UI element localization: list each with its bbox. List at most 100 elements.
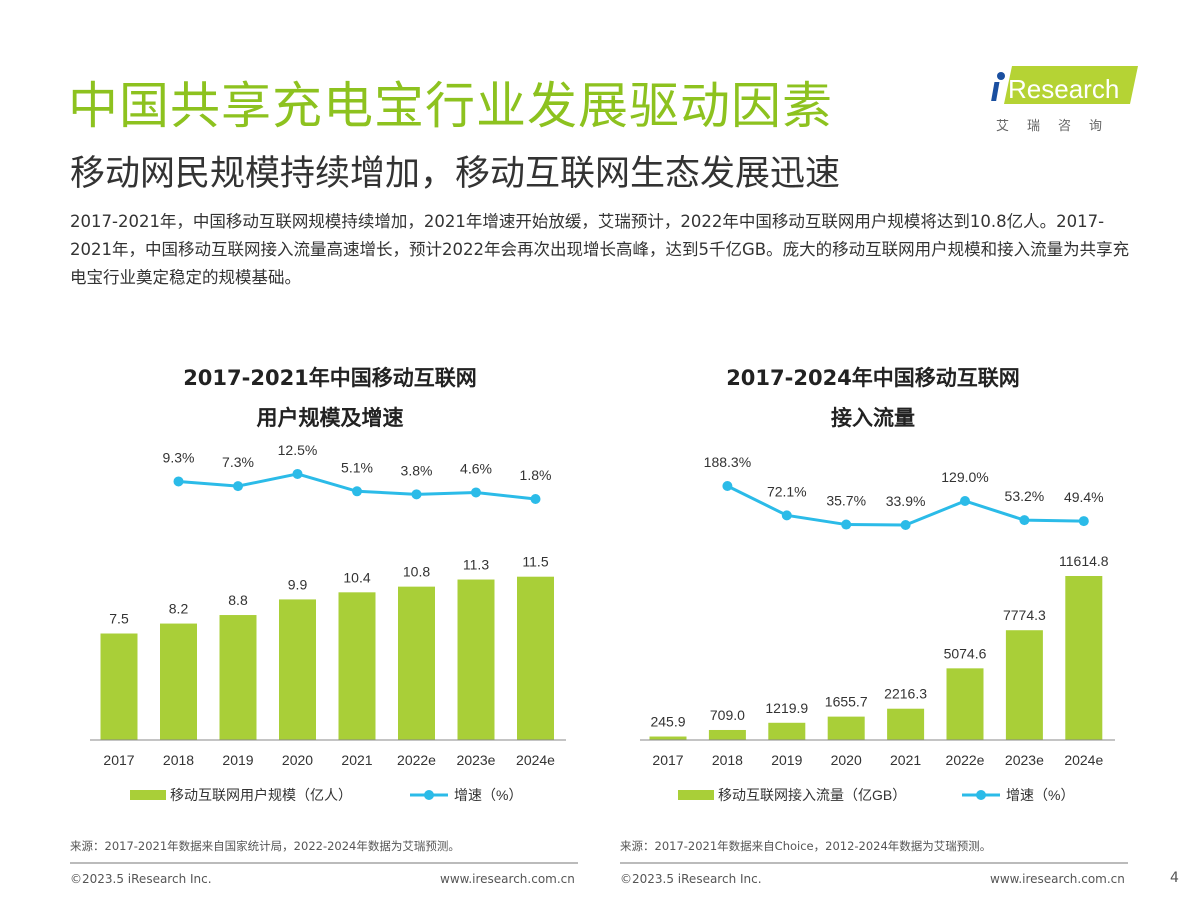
growth-point (841, 519, 852, 530)
x-tick-label: 2023e (457, 752, 496, 768)
x-tick-label: 2019 (771, 752, 802, 768)
bar-2019 (219, 615, 257, 740)
bar-2020 (279, 599, 316, 740)
chart1-source: 来源：2017-2021年数据来自国家统计局，2022-2024年数据为艾瑞预测… (70, 839, 460, 853)
growth-point (722, 480, 733, 491)
copyright: ©2023.5 iResearch Inc. (620, 872, 762, 886)
bar-label: 11.3 (463, 557, 489, 573)
growth-label: 3.8% (401, 462, 433, 478)
growth-label: 33.9% (886, 493, 926, 509)
x-tick-label: 2023e (1005, 752, 1044, 768)
bar-2018 (708, 729, 746, 740)
x-tick-label: 2017 (103, 752, 134, 768)
growth-label: 5.1% (341, 459, 373, 475)
x-tick-label: 2024e (516, 752, 555, 768)
svg-text:Research: Research (1008, 74, 1119, 104)
chart1-title: 2017-2021年中国移动互联网 用户规模及增速 (130, 358, 530, 438)
growth-label: 72.1% (767, 483, 807, 499)
x-tick-label: 2020 (282, 752, 313, 768)
chart2-title: 2017-2024年中国移动互联网 接入流量 (673, 358, 1073, 438)
bar-label: 245.9 (650, 714, 685, 730)
x-tick-label: 2024e (1064, 752, 1103, 768)
chart1-title-line2: 用户规模及增速 (256, 406, 404, 430)
x-tick-label: 2021 (341, 752, 372, 768)
bar-label: 11614.8 (1059, 553, 1109, 569)
iresearch-logo: Research 艾瑞咨询 (991, 66, 1138, 133)
legend-line-label: 增速（%） (454, 787, 522, 803)
bar-label: 10.8 (403, 564, 430, 580)
bar-label: 2216.3 (884, 686, 927, 702)
growth-label: 35.7% (826, 493, 866, 509)
legend-line-marker (976, 790, 986, 800)
divider (620, 862, 1128, 864)
growth-point (352, 486, 362, 497)
growth-label: 4.6% (460, 460, 492, 476)
bar-2021 (887, 708, 925, 740)
x-tick-label: 2018 (712, 752, 743, 768)
growth-label: 7.3% (222, 454, 254, 470)
bar-label: 709.0 (710, 707, 745, 723)
growth-point (411, 489, 422, 500)
growth-label: 53.2% (1005, 488, 1045, 504)
growth-point (781, 510, 792, 521)
legend-bar-label: 移动互联网接入流量（亿GB） (718, 787, 906, 803)
chart2-title-line1: 2017-2024年中国移动互联网 (726, 366, 1020, 390)
growth-point (173, 476, 184, 487)
growth-point (292, 468, 303, 479)
bar-2021 (338, 592, 376, 740)
bar-label: 5074.6 (944, 645, 987, 661)
bar-label: 1219.9 (765, 700, 808, 716)
growth-point (1019, 515, 1030, 526)
website-link[interactable]: www.iresearch.com.cn (990, 872, 1125, 886)
bar-label: 7774.3 (1003, 607, 1046, 623)
x-tick-label: 2022e (946, 752, 985, 768)
page-number: 4 (1170, 870, 1179, 886)
x-tick-label: 2020 (831, 752, 862, 768)
bar-2022e (946, 668, 984, 740)
bar-2023e (1005, 630, 1043, 740)
bar-label: 7.5 (109, 611, 129, 627)
x-tick-label: 2022e (397, 752, 436, 768)
growth-label: 9.3% (163, 449, 195, 465)
growth-point (1078, 516, 1089, 527)
growth-label: 188.3% (704, 454, 751, 470)
x-tick-label: 2018 (163, 752, 194, 768)
bar-label: 1655.7 (825, 694, 868, 710)
x-tick-label: 2017 (652, 752, 683, 768)
page-title: 中国共享充电宝行业发展驱动因素 (68, 77, 833, 135)
growth-point (233, 481, 243, 492)
svg-text:艾瑞咨询: 艾瑞咨询 (996, 118, 1120, 133)
bar-2024e (517, 576, 554, 740)
x-tick-label: 2021 (890, 752, 921, 768)
legend-line-label: 增速（%） (1006, 787, 1074, 803)
growth-point (530, 494, 541, 504)
bar-2017 (649, 736, 687, 740)
growth-label: 129.0% (941, 469, 988, 485)
legend-line-marker (424, 790, 434, 800)
bar-2019 (768, 722, 806, 740)
growth-point (471, 487, 481, 498)
growth-point (900, 520, 911, 530)
copyright: ©2023.5 iResearch Inc. (70, 872, 212, 886)
bar-2018 (160, 623, 197, 740)
bar-2022e (398, 586, 435, 740)
bar-label: 10.4 (343, 569, 370, 585)
bar-label: 9.9 (288, 576, 308, 592)
website-link[interactable]: www.iresearch.com.cn (440, 872, 575, 886)
bar-2023e (457, 579, 495, 740)
bar-label: 11.5 (522, 554, 548, 570)
divider (70, 862, 578, 864)
legend-bar-swatch (678, 790, 714, 800)
growth-label: 12.5% (278, 442, 318, 458)
bar-2020 (827, 716, 865, 740)
chart2-title-line2: 接入流量 (831, 406, 915, 430)
bar-2017 (100, 633, 138, 740)
chart1-title-line1: 2017-2021年中国移动互联网 (183, 366, 477, 390)
description: 2017-2021年，中国移动互联网规模持续增加，2021年增速开始放缓，艾瑞预… (70, 212, 1130, 287)
growth-label: 1.8% (520, 467, 552, 483)
x-tick-label: 2019 (222, 752, 253, 768)
legend-bar-swatch (130, 790, 166, 800)
growth-label: 49.4% (1064, 489, 1104, 505)
bar-label: 8.8 (228, 592, 248, 608)
